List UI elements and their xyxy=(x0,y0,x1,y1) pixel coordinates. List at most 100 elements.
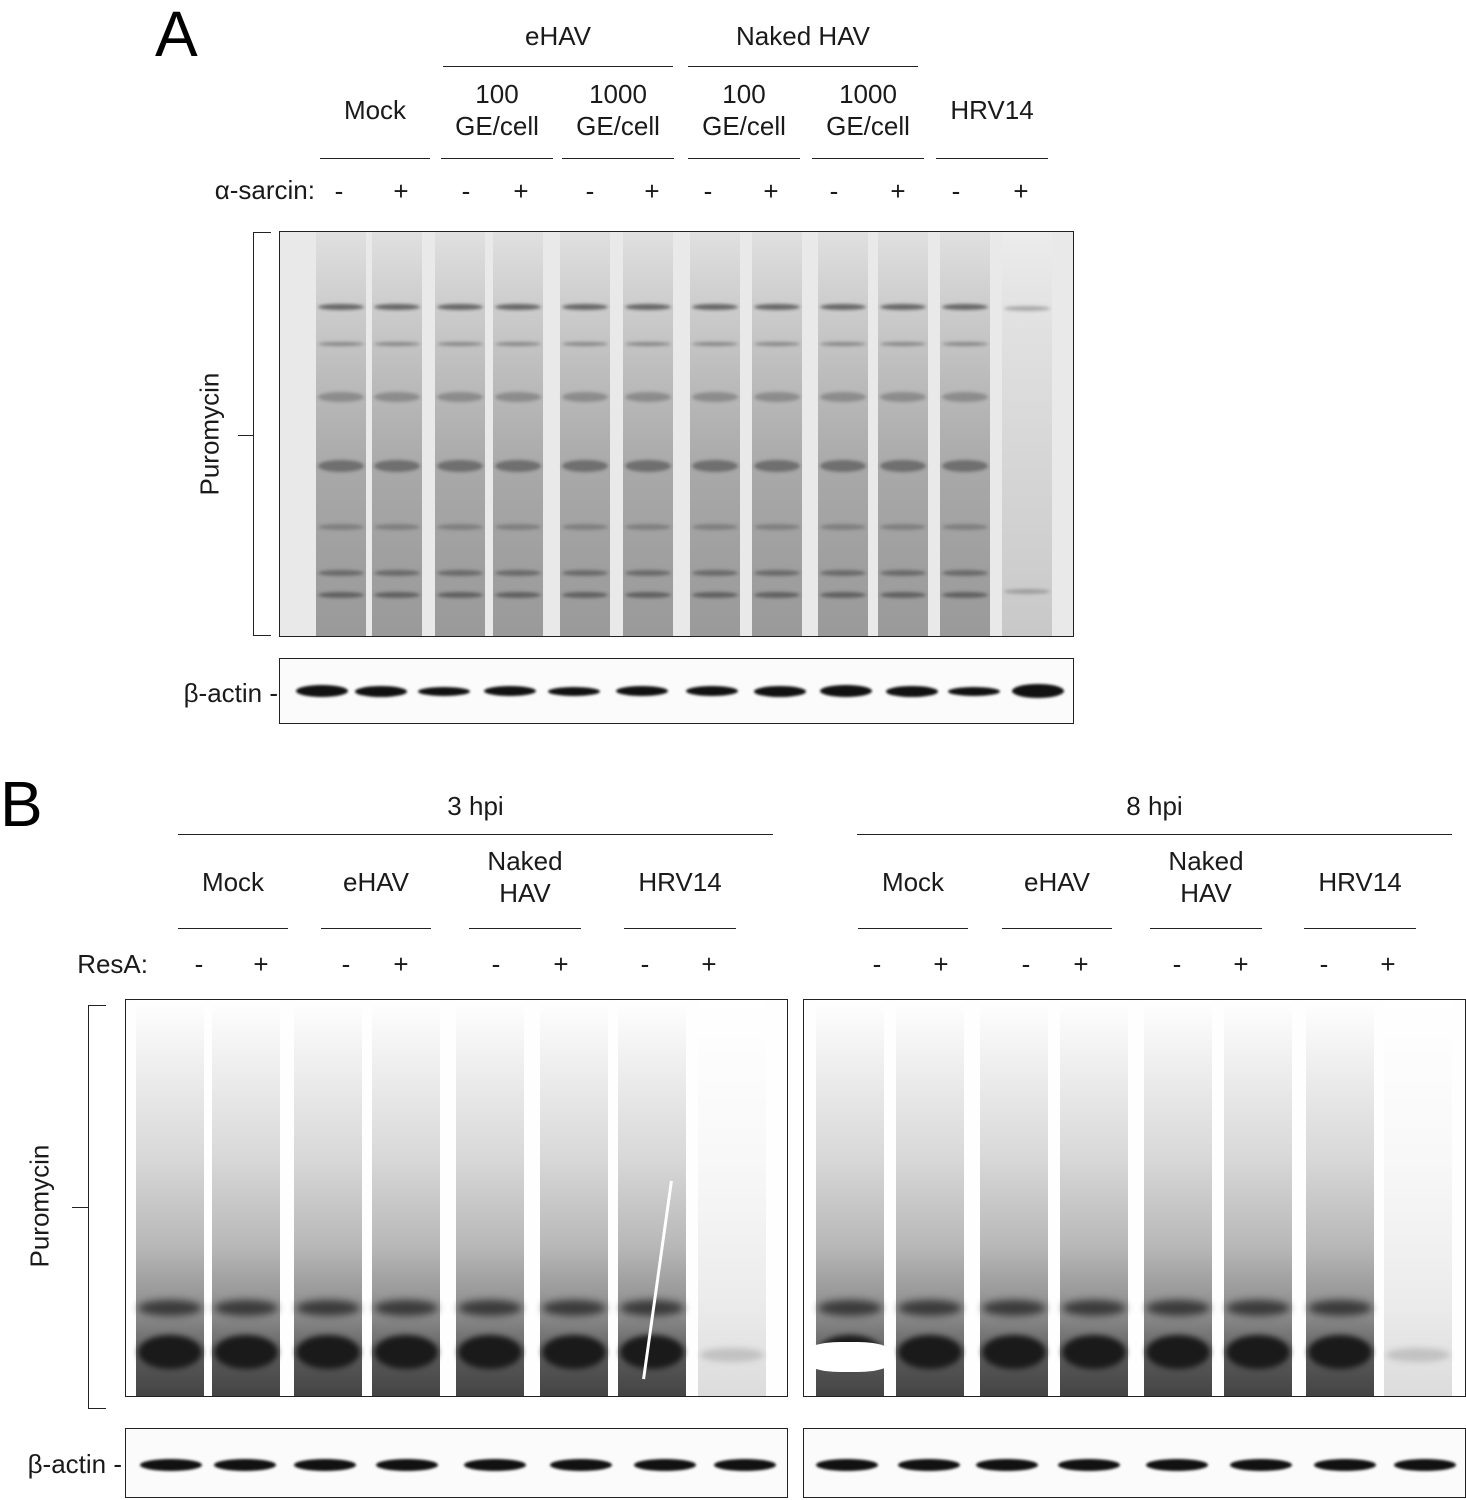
puromycin-bracket-tick xyxy=(72,1207,88,1208)
condition-label-mock: Mock xyxy=(881,867,945,897)
treatment-mark: + xyxy=(890,176,906,206)
blot-band xyxy=(880,304,926,310)
treatment-mark: - xyxy=(1172,949,1182,979)
blot-lane xyxy=(1144,1429,1210,1497)
blot-band xyxy=(495,392,541,402)
condition-label-naked-hav: Naked HAV xyxy=(1168,846,1244,908)
blot-band xyxy=(562,592,608,598)
blot-lane xyxy=(1056,1429,1122,1497)
blot-lane xyxy=(1002,232,1052,636)
blot-lane xyxy=(896,1429,962,1497)
blot-band xyxy=(1004,589,1050,594)
treatment-mark: + xyxy=(393,949,409,979)
blot-lane xyxy=(435,232,485,636)
blot-band xyxy=(1226,1300,1290,1316)
blot-band xyxy=(692,342,738,346)
blot-band xyxy=(754,304,800,310)
puromycin-label: Puromycin xyxy=(194,372,225,496)
blot-band xyxy=(138,1335,202,1369)
timepoint-rule-3hpi xyxy=(178,834,773,835)
puromycin-blot-a xyxy=(279,231,1074,637)
timepoint-rule-8hpi xyxy=(857,834,1452,835)
panel-b-letter: B xyxy=(0,768,43,840)
treatment-mark: - xyxy=(585,176,595,206)
group-rule-naked-hav xyxy=(688,66,918,67)
blot-band xyxy=(542,1335,606,1369)
blot-band xyxy=(1314,1459,1376,1471)
condition-rule xyxy=(1002,928,1112,929)
blot-band xyxy=(294,1459,356,1471)
blot-lane xyxy=(374,1429,440,1497)
condition-label-naked-1000: 1000 GE/cell xyxy=(826,79,910,141)
treatment-mark: - xyxy=(1319,949,1329,979)
treatment-mark: + xyxy=(701,949,717,979)
blot-band xyxy=(437,460,483,472)
blot-band xyxy=(1308,1335,1372,1369)
blot-band xyxy=(634,1459,696,1471)
blot-band xyxy=(318,304,364,310)
blot-band xyxy=(686,686,738,696)
puromycin-bracket xyxy=(88,1005,106,1409)
blot-lane xyxy=(618,1000,686,1396)
blot-band xyxy=(942,524,988,530)
blot-lane xyxy=(1392,1429,1458,1497)
blot-band xyxy=(562,304,608,310)
blot-band xyxy=(625,342,671,346)
puromycin-bracket-tick xyxy=(238,435,253,436)
blot-lane xyxy=(372,232,422,636)
blot-band xyxy=(692,524,738,530)
blot-lane xyxy=(1306,1000,1374,1396)
blot-band xyxy=(1386,1348,1450,1362)
blot-lane xyxy=(1060,1000,1128,1396)
blot-lane xyxy=(493,232,543,636)
blot-band xyxy=(484,686,536,696)
condition-label-ehav-1000: 1000 GE/cell xyxy=(576,79,660,141)
blot-lane xyxy=(1010,659,1066,723)
blot-lane xyxy=(632,1429,698,1497)
treatment-mark: + xyxy=(513,176,529,206)
treatment-mark: - xyxy=(341,949,351,979)
condition-rule xyxy=(858,928,968,929)
condition-rule xyxy=(320,158,430,159)
blot-band xyxy=(318,460,364,472)
blot-band xyxy=(464,1459,526,1471)
condition-rule xyxy=(562,158,674,159)
blot-band xyxy=(948,686,1000,696)
treatment-mark: + xyxy=(933,949,949,979)
blot-lane xyxy=(974,1429,1040,1497)
blot-band xyxy=(318,342,364,346)
blot-band xyxy=(625,392,671,402)
blot-band xyxy=(374,1300,438,1316)
blot-band xyxy=(942,342,988,346)
panel-a-letter: A xyxy=(155,0,198,70)
blot-lane xyxy=(540,1000,608,1396)
treatment-label-alpha-sarcin: α-sarcin: xyxy=(214,175,315,205)
treatment-mark: + xyxy=(253,949,269,979)
blot-lane xyxy=(940,232,990,636)
condition-rule xyxy=(812,158,924,159)
blot-band xyxy=(880,592,926,598)
blot-lane xyxy=(980,1000,1048,1396)
treatment-mark: + xyxy=(1013,176,1029,206)
blot-band xyxy=(880,342,926,346)
blot-band xyxy=(542,1300,606,1316)
blot-lane xyxy=(1144,1000,1212,1396)
group-label-ehav: eHAV xyxy=(525,21,591,51)
blot-band xyxy=(214,1300,278,1316)
treatment-mark: + xyxy=(1073,949,1089,979)
blot-band xyxy=(458,1300,522,1316)
blot-band xyxy=(437,570,483,576)
blot-lane xyxy=(353,659,409,723)
blot-band xyxy=(1058,1459,1120,1471)
blot-band xyxy=(754,570,800,576)
blot-lane xyxy=(690,232,740,636)
blot-band xyxy=(374,392,420,402)
blot-band xyxy=(714,1459,776,1471)
treatment-mark: - xyxy=(829,176,839,206)
condition-label-mock: Mock xyxy=(343,95,407,125)
blot-lane xyxy=(752,659,808,723)
blot-lane xyxy=(292,1429,358,1497)
blot-lane xyxy=(878,232,928,636)
blot-band xyxy=(880,570,926,576)
treatment-mark: + xyxy=(763,176,779,206)
